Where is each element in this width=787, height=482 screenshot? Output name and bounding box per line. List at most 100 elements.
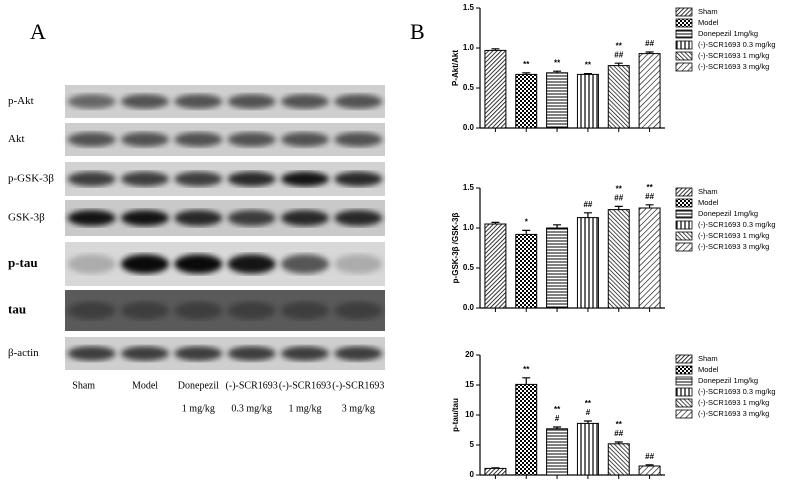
blot-band <box>174 94 223 109</box>
blot-strip <box>65 337 385 370</box>
lane-label: 0.3 mg/kg <box>231 403 272 414</box>
legend-label: Sham <box>698 354 718 363</box>
significance-mark: ## <box>614 50 623 59</box>
blot-band <box>174 254 223 274</box>
y-axis-label: p-GSK-3β /GSK-3β <box>451 213 460 284</box>
blot-strip <box>65 85 385 118</box>
bar <box>638 207 661 309</box>
y-axis-label: p-tau/tau <box>451 398 460 432</box>
row-label: p-Akt <box>8 95 34 107</box>
significance-mark: ** <box>616 420 623 429</box>
legend-label: (-)-SCR1693 0.3 mg/kg <box>698 40 776 49</box>
error-bar <box>614 205 623 210</box>
blot-band <box>67 210 116 226</box>
significance-mark: ** <box>523 365 530 374</box>
row-label: GSK-3β <box>8 212 45 224</box>
bar <box>484 49 507 129</box>
blot-band <box>174 346 223 361</box>
y-tick-label: 10 <box>465 410 474 419</box>
legend-label: (-)-SCR1693 3 mg/kg <box>698 409 769 418</box>
blot-band <box>227 254 276 274</box>
bar <box>607 209 630 309</box>
blot-band <box>67 132 116 147</box>
legend-swatch <box>675 51 693 61</box>
blot-band <box>281 346 329 361</box>
bar <box>546 428 569 476</box>
blot-strip <box>65 200 385 236</box>
blot-band <box>121 94 169 109</box>
error-bar <box>583 420 592 424</box>
legend-swatch <box>675 187 693 197</box>
blot-band <box>281 171 329 187</box>
y-axis-label: P-Akt/Akt <box>451 50 460 86</box>
legend-label: Donepezil 1mg/kg <box>698 376 758 385</box>
bar <box>576 217 599 309</box>
blot-band <box>67 301 116 320</box>
row-label: p-tau <box>8 255 38 270</box>
significance-mark: ** <box>523 60 530 69</box>
significance-mark: ## <box>614 429 623 438</box>
significance-mark: ** <box>616 41 623 50</box>
legend-swatch <box>675 29 693 39</box>
blot-band <box>334 132 383 147</box>
blot-band <box>334 346 383 361</box>
bar <box>484 467 507 476</box>
y-tick-label: 1.0 <box>463 223 475 232</box>
row-label: β-actin <box>8 347 39 359</box>
significance-mark: ## <box>583 200 592 209</box>
legend-label: (-)-SCR1693 0.3 mg/kg <box>698 387 776 396</box>
blot-band <box>281 301 329 320</box>
row-label: Akt <box>8 133 25 145</box>
lane-label: (-)-SCR1693 <box>226 380 278 391</box>
error-bar <box>645 464 654 466</box>
blot-band <box>67 254 116 274</box>
row-label: tau <box>8 301 26 316</box>
significance-mark: ## <box>645 39 654 48</box>
error-bar <box>491 467 500 469</box>
panel-label: B <box>410 19 425 44</box>
y-tick-label: 1.5 <box>463 3 475 12</box>
blot-band <box>121 301 169 320</box>
legend-label: Sham <box>698 7 718 16</box>
legend-swatch <box>675 7 693 17</box>
significance-mark: ** <box>585 399 592 408</box>
significance-mark: ## <box>645 452 654 461</box>
legend-label: (-)-SCR1693 0.3 mg/kg <box>698 220 776 229</box>
legend-swatch <box>675 209 693 219</box>
legend-label: Model <box>698 198 719 207</box>
blot-strip <box>65 242 385 286</box>
error-bar <box>491 221 500 224</box>
y-tick-label: 15 <box>465 380 474 389</box>
blot-band <box>334 301 383 320</box>
blot-strip <box>65 123 385 156</box>
legend-swatch <box>675 387 693 397</box>
blot-band <box>67 94 116 109</box>
blot-band <box>67 346 116 361</box>
error-bar <box>614 441 623 444</box>
bar <box>638 465 661 476</box>
lane-label: 3 mg/kg <box>342 403 375 414</box>
legend-label: Donepezil 1mg/kg <box>698 29 758 38</box>
significance-mark: # <box>586 408 591 417</box>
bar <box>576 73 599 129</box>
significance-mark: ** <box>554 405 561 414</box>
bar <box>515 383 538 476</box>
legend-label: (-)-SCR1693 1 mg/kg <box>698 231 769 240</box>
y-tick-label: 1.0 <box>463 43 475 52</box>
y-tick-label: 0.0 <box>463 303 475 312</box>
error-bar <box>491 48 500 51</box>
error-bar <box>583 73 592 75</box>
legend-swatch <box>675 376 693 386</box>
y-tick-label: 0.5 <box>463 83 475 92</box>
legend-label: (-)-SCR1693 1 mg/kg <box>698 51 769 60</box>
legend-label: Donepezil 1mg/kg <box>698 209 758 218</box>
legend-swatch <box>675 365 693 375</box>
error-bar <box>553 224 562 228</box>
legend-label: Model <box>698 18 719 27</box>
lane-label: Model <box>132 380 158 391</box>
legend-label: (-)-SCR1693 3 mg/kg <box>698 242 769 251</box>
blot-band <box>174 210 223 226</box>
error-bar <box>553 70 562 73</box>
blot-strip <box>65 290 385 331</box>
blot-band <box>174 171 223 187</box>
